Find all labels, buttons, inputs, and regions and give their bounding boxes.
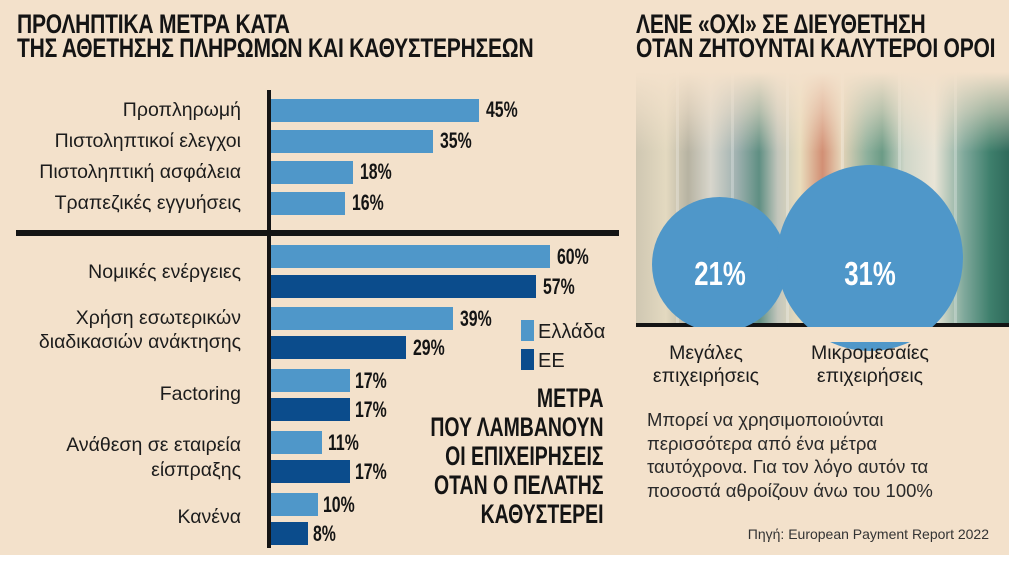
measures-title: ΜΕΤΡΑ ΠΟΥ ΛΑΜΒΑΝΟΥΝ ΟΙ ΕΠΙΧΕΙΡΗΣΕΙΣ ΟΤΑΝ… <box>363 384 604 529</box>
left-chart-title: ΠΡΟΛΗΠΤΙΚΑ ΜΕΤΡΑ ΚΑΤΑ ΤΗΣ ΑΘΕΤΗΣΗΣ ΠΛΗΡΩ… <box>17 9 534 63</box>
bar-value: 57% <box>543 274 575 299</box>
bar-factoring-eu <box>271 398 350 421</box>
bar-collection-eu <box>271 460 350 483</box>
bar-value: 8% <box>313 521 336 546</box>
footnote-line: ποσοστά αθροίζουν άνω του 100% <box>647 479 933 501</box>
footnote-line: περισσότερα από ένα μέτρα <box>647 432 878 454</box>
bar-value: 35% <box>440 128 472 153</box>
measures-title-line: ΠΟΥ ΛΑΜΒΑΝΟΥΝ <box>430 412 604 442</box>
bar-credit-checks <box>271 130 433 153</box>
bar-value: 39% <box>460 306 492 331</box>
left-title-line1: ΠΡΟΛΗΠΤΙΚΑ ΜΕΤΡΑ ΚΑΤΑ <box>17 9 290 39</box>
bar-value: 60% <box>557 244 589 269</box>
bubble-label-line: επιχειρήσεις <box>652 365 760 387</box>
bar-value: 11% <box>328 430 359 455</box>
bar-value: 29% <box>413 335 445 360</box>
bar-bank-guarantees <box>271 192 345 215</box>
bar-label: Κανένα <box>177 506 241 528</box>
bar-legal-greece <box>271 245 550 268</box>
section-divider <box>16 230 619 236</box>
bar-label: Προπληρωμή <box>122 99 241 121</box>
legend-label-greece: Ελλάδα <box>538 321 606 343</box>
bubble-clip <box>636 327 1009 342</box>
bar-label: Πιστοληπτικοί ελεγχοι <box>54 130 241 152</box>
bar-factoring-greece <box>271 369 350 392</box>
bar-none-greece <box>271 493 318 516</box>
legend-swatch-greece <box>521 320 534 341</box>
bubble-value-large: 21% <box>694 255 746 292</box>
right-title-line1: ΛΕΝΕ «ΟΧΙ» ΣΕ ΔΙΕΥΘΕΤΗΣΗ <box>636 9 926 39</box>
bar-label: Τραπεζικές εγγυήσεις <box>54 192 241 214</box>
infographic: ΠΡΟΛΗΠΤΙΚΑ ΜΕΤΡΑ ΚΑΤΑ ΤΗΣ ΑΘΕΤΗΣΗΣ ΠΛΗΡΩ… <box>0 0 1009 555</box>
bar-internal-eu <box>271 336 406 359</box>
bar-none-eu <box>271 522 308 545</box>
bubble-label-line: Μεγάλες <box>669 342 743 364</box>
bar-label: Νομικές ενέργειες <box>88 261 241 283</box>
bubble-value-smes: 31% <box>844 255 896 292</box>
bar-collection-greece <box>271 431 322 454</box>
bubble-label-line: επιχειρήσεις <box>816 365 924 387</box>
right-title-line2: ΟΤΑΝ ΖΗΤΟΥΝΤΑΙ ΚΑΛΥΤΕΡΟΙ ΟΡΟΙ <box>636 33 996 63</box>
bar-label: Ανάθεση σε εταιρεία <box>66 434 241 456</box>
legend-swatch-eu <box>521 349 534 370</box>
bar-value: 45% <box>486 97 518 122</box>
measures-title-line: ΜΕΤΡΑ <box>537 383 604 413</box>
chart-axis <box>267 90 271 548</box>
measures-title-line: ΟΤΑΝ Ο ΠΕΛΑΤΗΣ <box>434 470 604 500</box>
bar-value: 10% <box>323 492 355 517</box>
left-title-line2: ΤΗΣ ΑΘΕΤΗΣΗΣ ΠΛΗΡΩΜΩΝ ΚΑΙ ΚΑΘΥΣΤΕΡΗΣΕΩΝ <box>17 33 534 63</box>
bar-credit-insurance <box>271 161 353 184</box>
legend-label-eu: ΕΕ <box>538 350 565 372</box>
bar-value: 17% <box>355 459 387 484</box>
bar-label: Factoring <box>159 383 241 405</box>
bar-label: διαδικασιών ανάκτησης <box>38 331 241 353</box>
bar-value: 16% <box>352 190 384 215</box>
bar-legal-eu <box>271 275 536 298</box>
bar-label: είσπραξης <box>151 459 241 481</box>
source-credit: Πηγή: European Payment Report 2022 <box>747 526 989 542</box>
footnote-line: Μπορεί να χρησιμοποιούνται <box>647 409 884 430</box>
bar-label: Πιστοληπτική ασφάλεια <box>39 161 241 183</box>
bar-prepayment <box>271 99 479 122</box>
footnote: Μπορεί να χρησιμοποιούνται περισσότερα α… <box>647 408 933 502</box>
bubble-label-large: Μεγάλες επιχειρήσεις <box>646 342 766 388</box>
bar-value: 17% <box>355 397 387 422</box>
measures-title-line: ΟΙ ΕΠΙΧΕΙΡΗΣΕΙΣ <box>445 441 604 471</box>
bubble-large-companies <box>652 197 787 332</box>
measures-title-line: ΚΑΘΥΣΤΕΡΕΙ <box>481 499 604 529</box>
bar-internal-greece <box>271 307 453 330</box>
bar-label: Χρήση εσωτερικών <box>75 307 241 329</box>
footnote-line: ταυτόχρονα. Για τον λόγο αυτόν τα <box>647 456 929 477</box>
bubble-label-smes: Μικρομεσαίες επιχειρήσεις <box>795 342 945 388</box>
legend-eu: ΕΕ <box>521 349 565 373</box>
bar-value: 17% <box>355 368 387 393</box>
right-chart-title: ΛΕΝΕ «ΟΧΙ» ΣΕ ΔΙΕΥΘΕΤΗΣΗ ΟΤΑΝ ΖΗΤΟΥΝΤΑΙ … <box>636 9 996 63</box>
bar-value: 18% <box>360 159 392 184</box>
bubble-label-line: Μικρομεσαίες <box>811 342 929 364</box>
legend-greece: Ελλάδα <box>521 320 605 344</box>
bubble-smes <box>777 165 963 351</box>
